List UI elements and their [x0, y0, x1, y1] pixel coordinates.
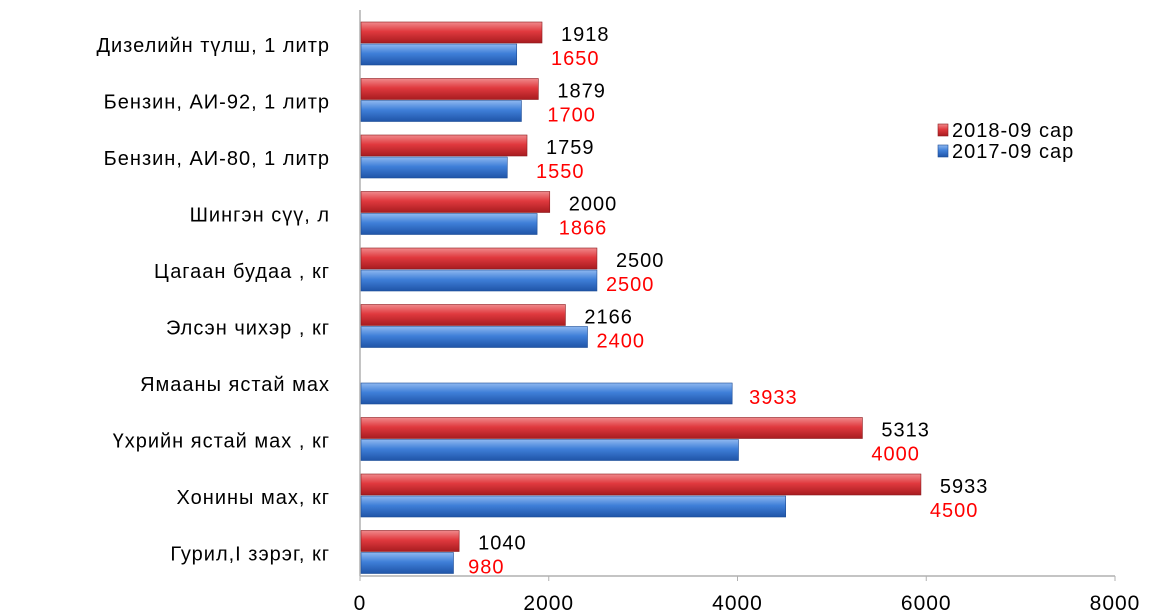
category-label: Элсэн чихэр , кг: [166, 318, 330, 340]
bar-2017: [360, 552, 454, 574]
data-label-2017: 1700: [547, 105, 596, 127]
legend-label: 2017-09 сар: [952, 141, 1074, 163]
bar-2018: [360, 191, 551, 213]
bar-2017: [360, 100, 522, 122]
bar-2018: [360, 78, 539, 100]
data-label-2018: 1759: [546, 137, 595, 159]
x-tick-label: 2000: [523, 592, 574, 615]
category-label: Ямааны ястай мах: [140, 374, 330, 396]
bar-2017: [360, 269, 598, 292]
x-tick-label: 6000: [901, 592, 952, 615]
data-label-2018: 2166: [584, 307, 633, 329]
bar-2017: [360, 495, 786, 518]
data-label-2017: 4000: [871, 444, 920, 466]
data-label-2018: 1918: [561, 24, 610, 46]
bar-2018: [360, 134, 528, 157]
bar-2017: [360, 326, 588, 348]
data-label-2018: 5933: [940, 476, 989, 498]
bar-2018: [360, 304, 566, 326]
bar-2017: [360, 213, 538, 235]
bar-2017: [360, 43, 518, 66]
data-label-2017: 3933: [749, 387, 798, 409]
category-label: Гурил,I зэрэг, кг: [170, 544, 330, 566]
chart-bars: [360, 21, 922, 574]
bar-2018: [360, 473, 922, 496]
bar-2017: [360, 156, 508, 179]
category-label: Үхрийн ястай мах , кг: [113, 431, 330, 453]
data-label-2017: 1866: [559, 218, 608, 240]
data-label-2017: 2500: [606, 274, 655, 296]
category-label: Цагаан будаа , кг: [154, 261, 330, 283]
legend-swatch: [937, 123, 949, 137]
data-label-2018: 1879: [557, 81, 606, 103]
data-label-2018: 1040: [478, 533, 527, 555]
category-label: Шингэн сүү, л: [190, 205, 330, 227]
data-label-2018: 2000: [569, 194, 618, 216]
chart-axes: 0 2000 4000 6000 8000: [354, 10, 1141, 615]
bar-2018: [360, 417, 863, 439]
bar-2017: [360, 439, 739, 461]
data-label-2018: 5313: [881, 420, 930, 442]
bar-2018: [360, 530, 460, 552]
bar-2018: [360, 21, 543, 44]
category-label: Хонины мах, кг: [177, 487, 330, 509]
x-tick-label: 4000: [712, 592, 763, 615]
category-label: Бензин, АИ-92, 1 литр: [104, 92, 330, 114]
data-label-2017: 1550: [536, 161, 585, 183]
legend-swatch: [937, 144, 949, 158]
category-label: Бензин, АИ-80, 1 литр: [104, 148, 330, 170]
data-label-2017: 980: [468, 557, 504, 579]
bar-2017: [360, 382, 733, 405]
data-label-2017: 2400: [597, 331, 646, 353]
bar-2018: [360, 247, 598, 270]
data-label-2018: 2500: [616, 250, 665, 272]
x-tick-label: 8000: [1090, 592, 1141, 615]
category-label: Дизелийн түлш, 1 литр: [96, 35, 330, 57]
legend-label: 2018-09 сар: [952, 120, 1074, 142]
x-tick-label: 0: [354, 592, 367, 615]
data-label-2017: 1650: [551, 48, 600, 70]
data-label-2017: 4500: [930, 500, 979, 522]
